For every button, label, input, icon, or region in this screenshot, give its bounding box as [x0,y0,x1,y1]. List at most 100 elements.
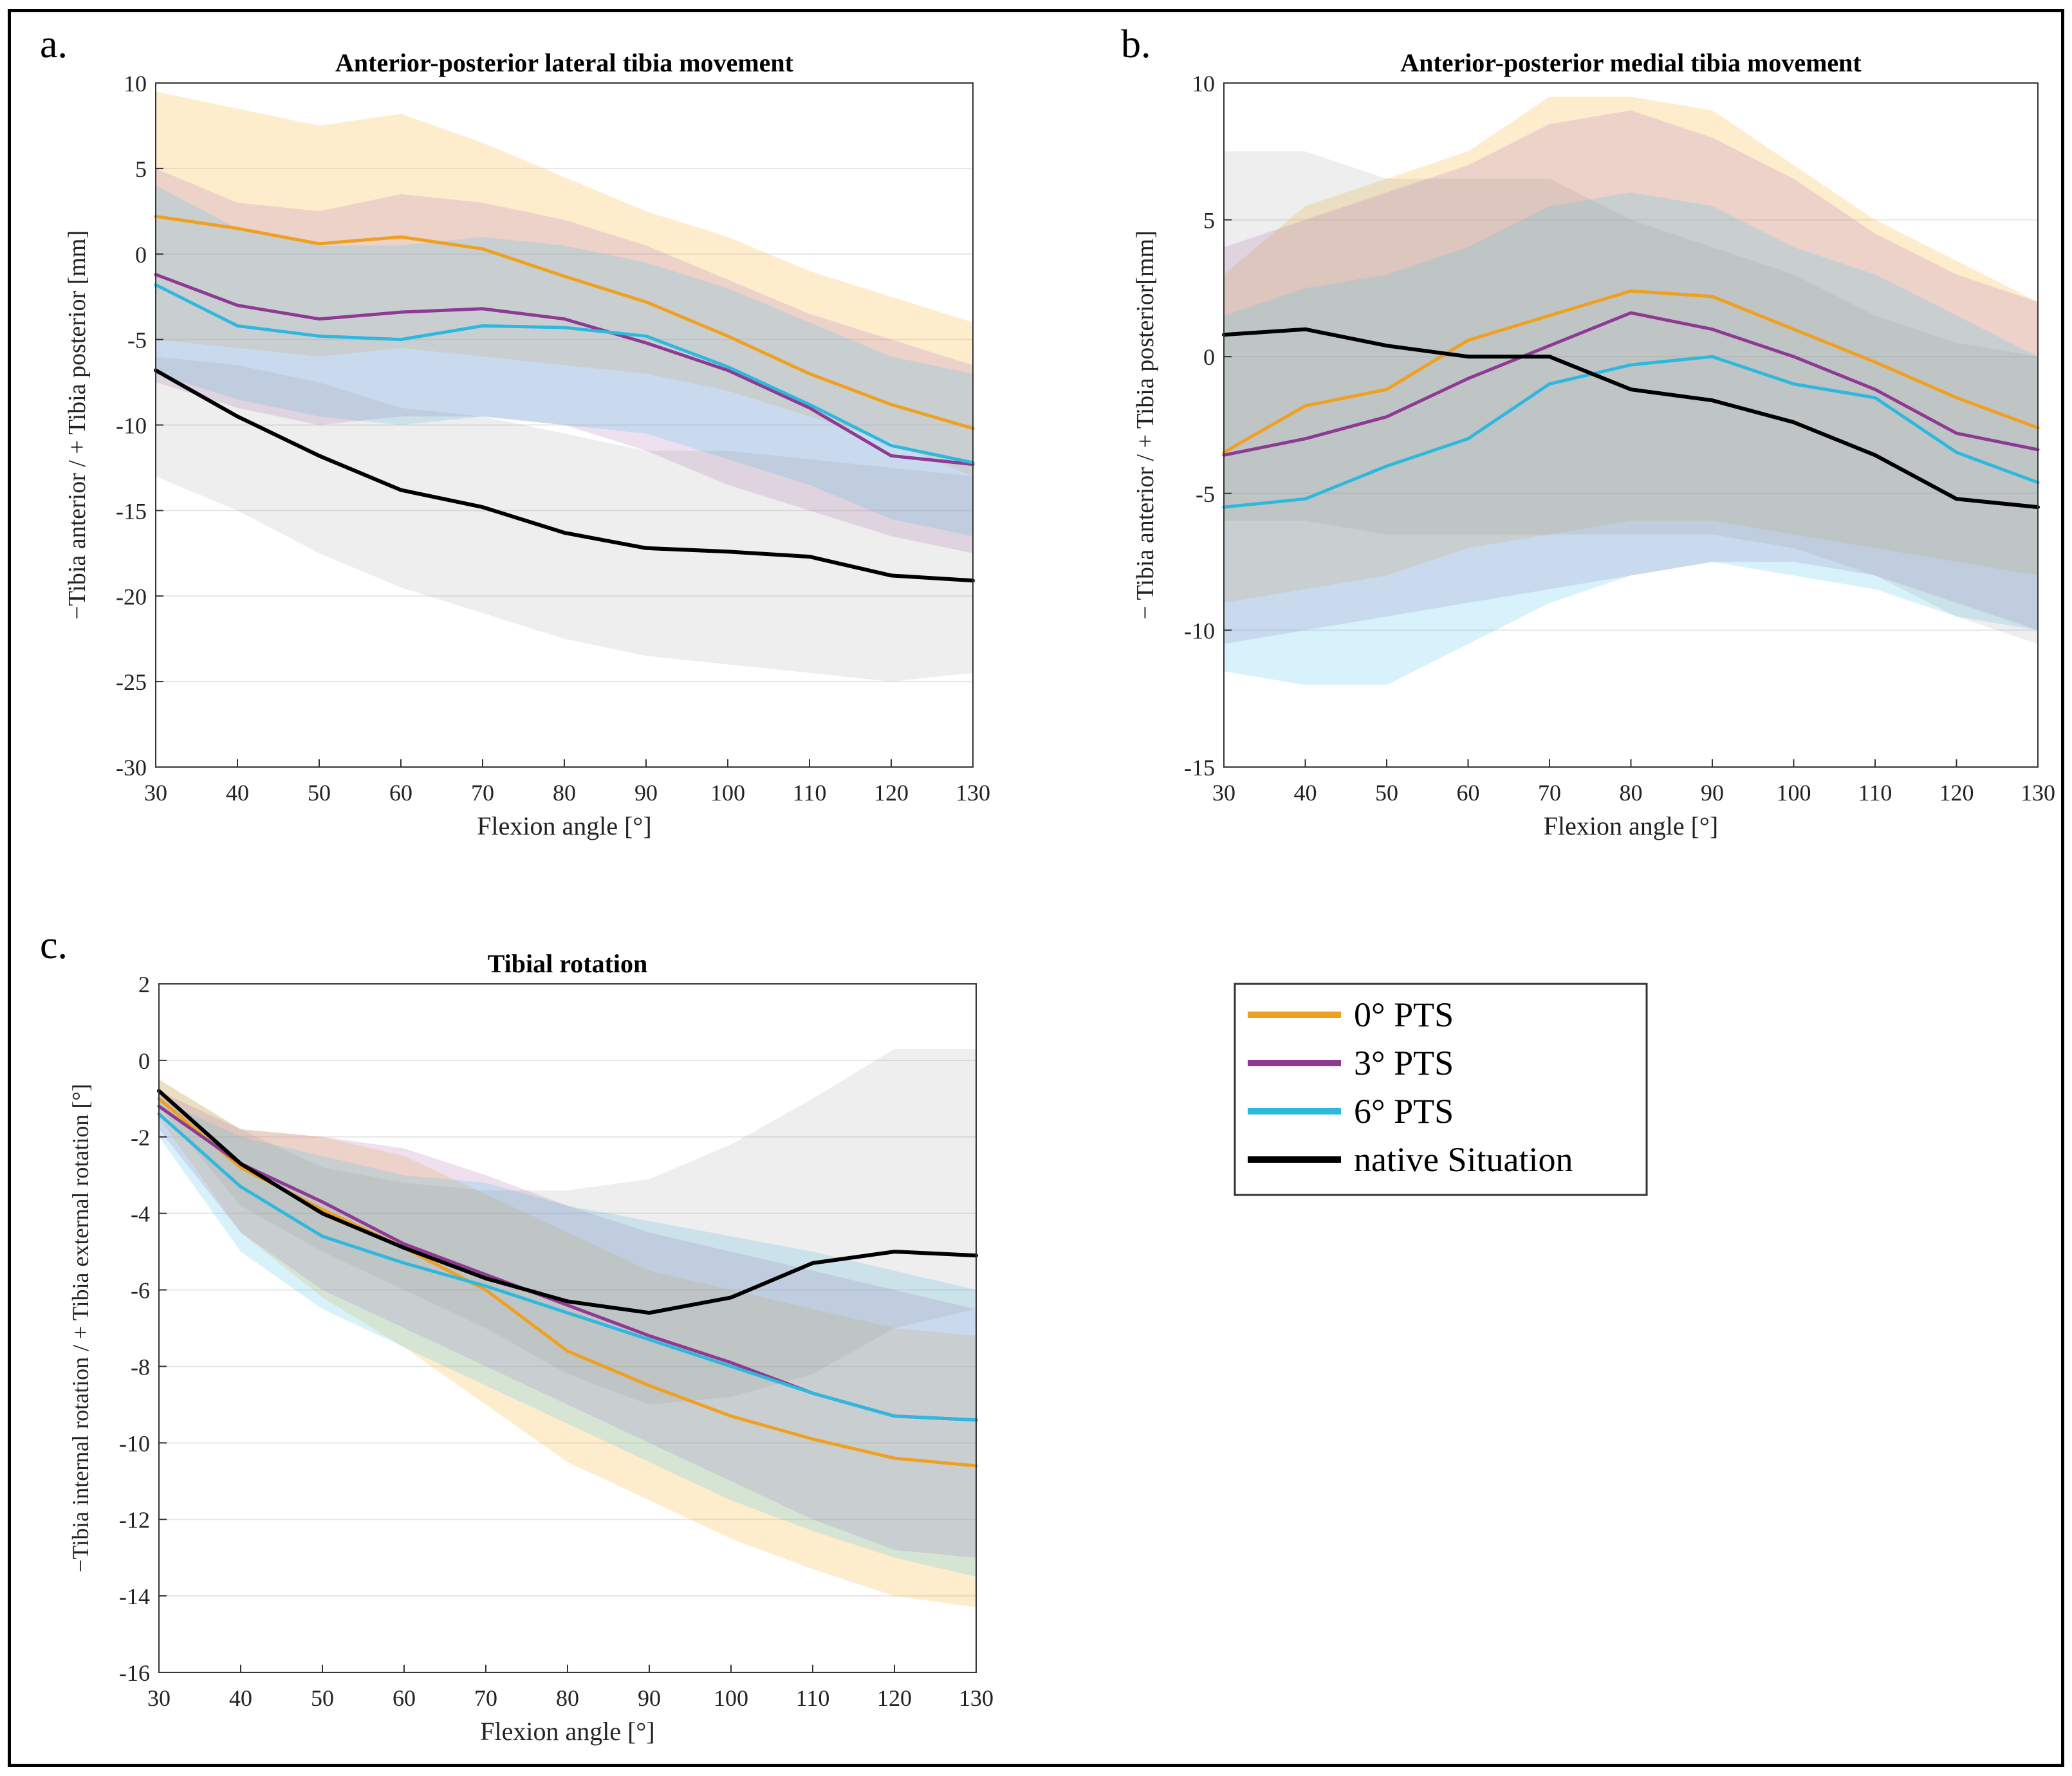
x-axis-label: Flexion angle [°] [480,1717,654,1746]
x-tick-label: 120 [874,780,909,806]
legend-label: 3° PTS [1354,1044,1454,1082]
x-tick-label: 130 [2021,780,2055,806]
y-tick-label: 2 [138,972,150,997]
x-tick-label: 70 [471,780,494,806]
y-tick-label: 0 [138,1048,150,1074]
legend-label: native Situation [1354,1140,1573,1179]
y-axis-label: −Tibia internal rotation / + Tibia exter… [68,1084,93,1573]
band-6-pts [159,1098,976,1577]
x-tick-label: 30 [1212,780,1235,806]
y-tick-label: -5 [1196,481,1215,507]
band-3-pts [156,168,973,553]
panel-label: b. [1121,23,1151,66]
series-line-0-pts [154,214,975,430]
band-0-pts [156,91,973,477]
chart-panel-3: c. Tibial rotation 2 0 -2 -4 -6 -8 -10 -12 -14 -163… [40,923,994,1746]
x-axis-label: Flexion angle [°] [477,811,651,840]
y-tick-label: -14 [119,1584,150,1609]
series-line-native-situation [157,1089,978,1315]
y-tick-label: -25 [116,669,147,695]
legend-label: 0° PTS [1354,995,1454,1034]
x-axis-label: Flexion angle [°] [1544,811,1718,840]
band-0-pts [159,1079,976,1607]
chart-title: Anterior-posterior medial tibia movement [1400,48,1862,77]
x-tick-label: 50 [308,780,331,806]
x-tick-label: 70 [1538,780,1561,806]
x-tick-label: 110 [793,780,827,806]
band-0-pts [1224,97,2038,603]
x-tick-label: 90 [634,780,658,806]
series-line-6-pts [1222,355,2040,509]
x-tick-label: 100 [1777,780,1811,806]
y-tick-label: -10 [116,413,147,439]
y-tick-label: 0 [135,242,147,268]
x-tick-label: 80 [1620,780,1643,806]
y-tick-label: -12 [119,1507,150,1533]
x-tick-label: 120 [877,1685,912,1711]
x-tick-label: 130 [956,780,990,806]
x-tick-label: 60 [389,780,412,806]
series-line-6-pts [157,1112,978,1422]
x-tick-label: 40 [229,1685,252,1711]
chart-title: Anterior-posterior lateral tibia movemen… [335,48,794,77]
band-3-pts [1224,110,2038,644]
x-tick-label: 100 [710,780,745,806]
x-tick-label: 40 [1294,780,1317,806]
y-axis-label: −Tibia anterior / + Tibia posterior [mm] [64,230,91,620]
x-tick-label: 60 [393,1685,416,1711]
x-tick-label: 70 [474,1685,497,1711]
y-tick-label: -10 [119,1430,150,1456]
series-line-native-situation [1222,327,2040,510]
y-tick-label: -15 [116,498,147,524]
chart-panel-1: a. Anterior-posterior lateral tibia movem… [40,23,990,840]
series-line-3-pts [154,273,975,467]
x-tick-label: 90 [1701,780,1724,806]
x-tick-label: 30 [144,780,167,806]
y-tick-label: -5 [127,328,147,353]
figure-canvas: a. Anterior-posterior lateral tibia movem… [40,23,2055,1746]
y-tick-label: -8 [131,1354,150,1380]
series-line-6-pts [154,283,975,465]
panel-label: a. [40,23,68,66]
band-3-pts [159,1091,976,1558]
x-tick-label: 80 [556,1685,579,1711]
y-tick-label: -15 [1184,755,1215,781]
series-line-0-pts [1222,289,2040,454]
y-tick-label: 0 [1203,344,1215,370]
y-tick-label: -30 [116,755,147,781]
y-tick-label: -16 [119,1660,150,1686]
x-tick-label: 30 [147,1685,171,1711]
y-tick-label: -10 [1184,618,1215,643]
y-tick-label: 10 [124,71,147,97]
chart-title: Tibial rotation [488,949,648,978]
x-tick-label: 90 [638,1685,661,1711]
y-axis-label: − Tibia anterior / + Tibia posterior[mm] [1132,230,1159,619]
series-line-3-pts [1222,311,2040,457]
y-tick-label: -20 [116,584,147,609]
x-tick-label: 50 [311,1685,334,1711]
y-tick-label: 5 [1203,208,1215,234]
band-native-situation [1224,151,2038,644]
x-tick-label: 40 [226,780,249,806]
y-tick-label: -2 [131,1125,150,1151]
x-tick-label: 60 [1457,780,1480,806]
band-6-pts [156,185,973,537]
x-tick-label: 110 [1858,780,1892,806]
band-native-situation [159,1049,976,1405]
band-native-situation [156,356,973,682]
x-tick-label: 120 [1939,780,1974,806]
y-tick-label: 5 [135,156,147,182]
x-tick-label: 100 [714,1685,748,1711]
legend-label: 6° PTS [1354,1092,1454,1131]
x-tick-label: 80 [553,780,576,806]
series-line-native-situation [154,368,975,583]
y-tick-label: -6 [131,1278,150,1304]
x-tick-label: 130 [959,1685,994,1711]
y-tick-label: 10 [1192,71,1215,97]
chart-panel-2: b. Anterior-posterior medial tibia moveme… [1121,23,2055,840]
figure-frame: a. Anterior-posterior lateral tibia movem… [8,9,2064,1767]
legend: 0° PTS 3° PTS 6° PTS native Situation [1234,983,1648,1196]
x-tick-label: 110 [796,1685,830,1711]
band-6-pts [1224,192,2038,685]
x-tick-label: 50 [1375,780,1398,806]
